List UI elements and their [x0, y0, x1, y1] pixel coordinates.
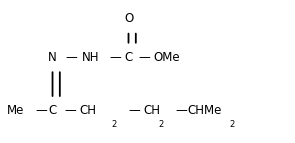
- Text: CHMe: CHMe: [187, 104, 222, 117]
- Text: —: —: [109, 51, 121, 64]
- Text: —: —: [139, 51, 150, 64]
- Text: N: N: [48, 51, 57, 64]
- Text: NH: NH: [82, 51, 99, 64]
- Text: C: C: [124, 51, 133, 64]
- Text: —: —: [175, 104, 187, 117]
- Text: —: —: [66, 51, 77, 64]
- Text: —: —: [129, 104, 140, 117]
- Text: O: O: [124, 12, 133, 25]
- Text: OMe: OMe: [153, 51, 180, 64]
- Text: CH: CH: [79, 104, 96, 117]
- Text: Me: Me: [7, 104, 25, 117]
- Text: 2: 2: [158, 120, 163, 129]
- Text: —: —: [35, 104, 47, 117]
- Text: 2: 2: [230, 120, 235, 129]
- Text: CH: CH: [143, 104, 160, 117]
- Text: C: C: [48, 104, 57, 117]
- Text: 2: 2: [111, 120, 117, 129]
- Text: —: —: [64, 104, 76, 117]
